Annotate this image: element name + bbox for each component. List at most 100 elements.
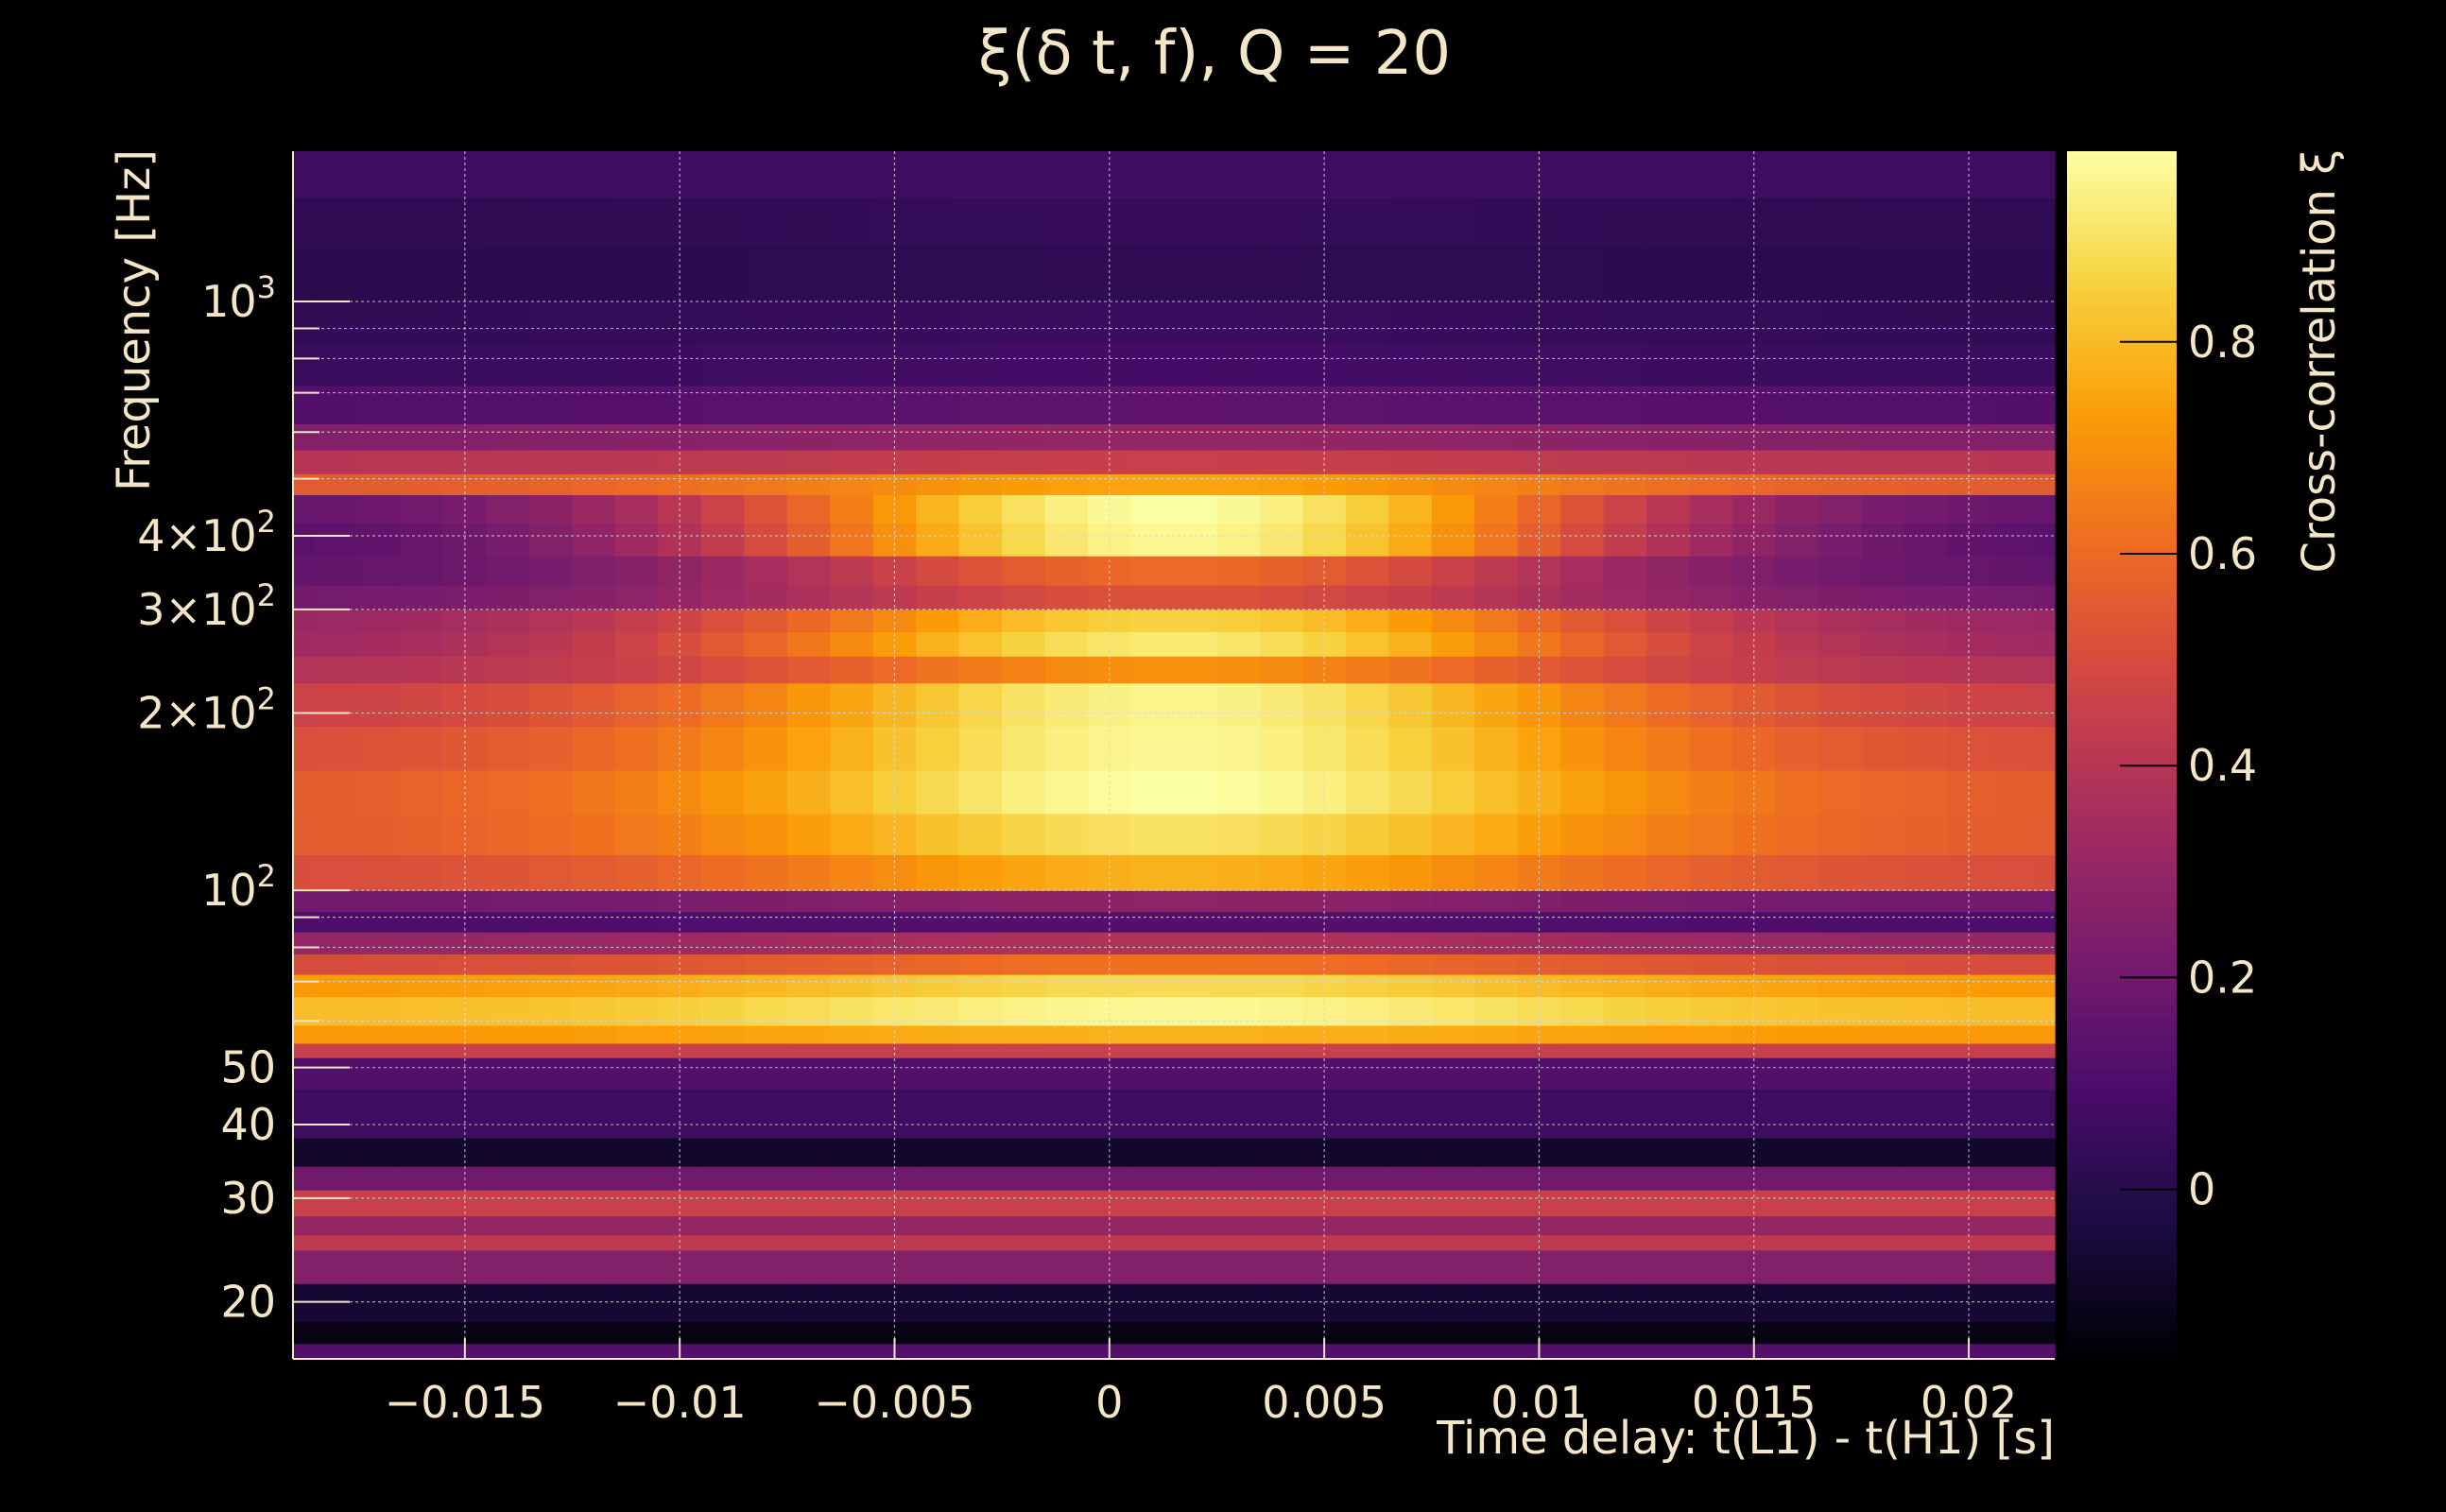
heatmap-cell: [1817, 1283, 1863, 1323]
heatmap-cell: [1345, 1042, 1389, 1058]
heatmap-cell: [1861, 244, 1905, 302]
heatmap-cell: [486, 769, 530, 815]
heatmap-cell: [1259, 151, 1303, 198]
heatmap-cell: [916, 1042, 960, 1058]
heatmap-cell: [1259, 974, 1303, 998]
heatmap-cell: [1646, 385, 1691, 424]
heatmap-cell: [1002, 609, 1046, 632]
heatmap-cell: [830, 1166, 874, 1191]
heatmap-cell: [529, 1024, 574, 1044]
heatmap-cell: [529, 151, 574, 198]
heatmap-cell: [916, 813, 960, 855]
heatmap-cell: [486, 726, 530, 771]
heatmap-cell: [1388, 854, 1433, 891]
heatmap-cell: [916, 1190, 960, 1217]
heatmap-cell: [830, 954, 874, 975]
heatmap-cell: [400, 301, 444, 344]
heatmap-cell: [1345, 244, 1389, 302]
heatmap-cell: [658, 1249, 702, 1284]
heatmap-cell: [1216, 1057, 1261, 1090]
heatmap-cell: [293, 343, 316, 387]
heatmap-cell: [1903, 1321, 1948, 1345]
heatmap-cell: [1474, 494, 1519, 524]
heatmap-cell: [700, 1190, 745, 1217]
heatmap-cell: [1474, 423, 1519, 451]
heatmap-cell: [529, 423, 574, 451]
heatmap-cell: [1646, 556, 1691, 586]
x-tick-label: −0.015: [385, 1377, 545, 1428]
heatmap-cell: [700, 682, 745, 728]
heatmap-cell: [1560, 911, 1605, 933]
heatmap-cell: [1646, 726, 1691, 771]
y-tick-label: 3×102: [137, 577, 276, 635]
heatmap-cell: [786, 343, 831, 387]
heatmap-cell: [1903, 301, 1948, 344]
heatmap-cell: [958, 682, 1003, 728]
heatmap-cell: [400, 1024, 444, 1044]
heatmap-cell: [314, 244, 358, 302]
heatmap-cell: [1431, 1283, 1475, 1323]
heatmap-cell: [1388, 1249, 1433, 1284]
heatmap-cell: [1689, 890, 1733, 913]
heatmap-cell: [1689, 1321, 1733, 1345]
heatmap-cell: [786, 1343, 831, 1360]
heatmap-cell: [293, 198, 316, 246]
heatmap-cell: [1044, 473, 1089, 495]
heatmap-cell: [1646, 631, 1691, 657]
heatmap-cell: [1002, 1234, 1046, 1251]
heatmap-cell: [916, 1343, 960, 1360]
heatmap-cell: [958, 911, 1003, 933]
heatmap-cell: [1259, 954, 1303, 975]
heatmap-cell: [1861, 1137, 1905, 1167]
heatmap-cell: [1775, 449, 1819, 474]
heatmap-cell: [1560, 631, 1605, 657]
heatmap-cell: [1817, 1166, 1863, 1191]
heatmap-cell: [357, 609, 402, 632]
heatmap-cell: [1345, 1166, 1389, 1191]
heatmap-cell: [1002, 1137, 1046, 1167]
heatmap-cell: [1861, 423, 1905, 451]
heatmap-cell: [1817, 609, 1863, 632]
heatmap-cell: [916, 854, 960, 891]
heatmap-cell: [1775, 1321, 1819, 1345]
x-tick-label: −0.01: [613, 1377, 747, 1428]
heatmap-cell: [744, 1283, 788, 1323]
heatmap-cell: [400, 813, 444, 855]
heatmap-cell: [830, 1042, 874, 1058]
heatmap-cell: [400, 585, 444, 610]
heatmap-cell: [2033, 494, 2056, 524]
heatmap-cell: [1002, 494, 1046, 524]
heatmap-cell: [1259, 631, 1303, 657]
heatmap-cell: [786, 1190, 831, 1217]
x-axis-ticks: −0.015 −0.01 −0.005 0 0.005 0.01 0.015 0.02: [293, 1338, 2055, 1428]
heatmap-cell: [916, 385, 960, 424]
heatmap-cell: [614, 890, 660, 913]
heatmap-cell: [357, 911, 402, 933]
heatmap-cell: [1044, 1283, 1089, 1323]
heatmap-cell: [2033, 769, 2056, 815]
heatmap-cell: [1345, 585, 1389, 610]
heatmap-cell: [1903, 726, 1948, 771]
heatmap-cell: [314, 1283, 358, 1323]
heatmap-cell: [293, 890, 316, 913]
heatmap-cell: [1002, 244, 1046, 302]
heatmap-cell: [1689, 494, 1733, 524]
heatmap-cell: [529, 911, 574, 933]
heatmap-cell: [1044, 423, 1089, 451]
heatmap-cell: [830, 890, 874, 913]
heatmap-cell: [614, 656, 660, 684]
heatmap-cell: [1903, 1089, 1948, 1139]
heatmap-cell: [1302, 1024, 1347, 1044]
heatmap-cell: [400, 1166, 444, 1191]
heatmap-cell: [830, 1024, 874, 1044]
heatmap-cell: [700, 423, 745, 451]
heatmap-cell: [1345, 494, 1389, 524]
heatmap-cell: [314, 1343, 358, 1360]
heatmap-cell: [700, 1215, 745, 1236]
heatmap-cell: [916, 769, 960, 815]
heatmap-cell: [1002, 523, 1046, 557]
heatmap-cell: [1345, 932, 1389, 954]
heatmap-cell: [1517, 1089, 1561, 1139]
x-tick-label: −0.005: [814, 1377, 974, 1428]
heatmap-cell: [486, 1234, 530, 1251]
